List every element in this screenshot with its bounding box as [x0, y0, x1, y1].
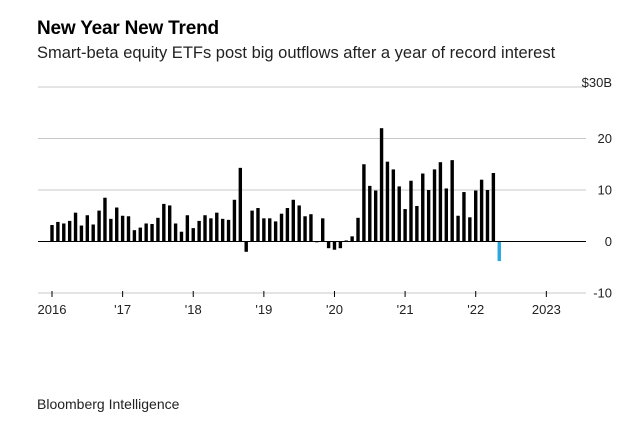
- bar: [62, 223, 66, 242]
- bar: [144, 223, 148, 242]
- bar: [97, 210, 101, 242]
- x-tick-label: '21: [397, 302, 414, 317]
- bar: [373, 190, 378, 242]
- bar: [468, 217, 472, 242]
- bar: [432, 169, 437, 242]
- x-tick-labels: 2016 '17 '18 '19 '20 '21 '22 2023: [38, 302, 561, 317]
- bar: [185, 215, 190, 242]
- bar: [309, 214, 313, 242]
- bar: [256, 208, 260, 242]
- bar: [244, 241, 248, 252]
- y-tick-label: $30B: [582, 75, 612, 90]
- bar: [462, 192, 466, 242]
- bar: [426, 190, 431, 242]
- bar: [273, 221, 278, 242]
- bar: [209, 218, 213, 242]
- bar: [238, 167, 243, 242]
- bar: [332, 241, 337, 250]
- bar: [362, 164, 366, 242]
- bar: [73, 212, 78, 242]
- bar: [67, 220, 72, 242]
- bar: [132, 230, 137, 242]
- bar-chart: $30B 20 10 0 -10 2016 '17 '18 '19 '20 '21 '22 2023: [38, 75, 612, 317]
- bar: [191, 228, 195, 242]
- bar: [156, 217, 160, 242]
- bar: [220, 218, 225, 242]
- bar: [150, 223, 154, 242]
- x-tick-label: '20: [326, 302, 343, 317]
- y-tick-label: 10: [598, 183, 612, 198]
- bar: [391, 169, 396, 242]
- chart-subtitle: Smart-beta equity ETFs post big outflows…: [37, 44, 556, 62]
- bar: [91, 224, 95, 242]
- axes: [38, 241, 586, 297]
- bar: [215, 212, 219, 242]
- x-tick-label: 2023: [532, 302, 561, 317]
- bar: [326, 241, 331, 249]
- bar: [291, 199, 295, 242]
- bar: [497, 241, 501, 262]
- y-tick-labels: $30B 20 10 0 -10: [582, 75, 612, 301]
- bar: [491, 173, 496, 242]
- grid-lines: [38, 86, 586, 294]
- bar: [403, 209, 407, 242]
- bar: [56, 221, 60, 242]
- bar: [438, 162, 443, 242]
- bar: [50, 225, 54, 242]
- bar: [321, 218, 325, 242]
- bar: [450, 160, 454, 242]
- bar: [262, 218, 266, 242]
- source-credit: Bloomberg Intelligence: [37, 396, 180, 412]
- bar: [168, 205, 172, 242]
- x-tick-label: '17: [114, 302, 131, 317]
- bar: [203, 215, 207, 242]
- bar: [338, 241, 343, 249]
- bar: [268, 218, 272, 242]
- bar: [479, 179, 484, 242]
- bar: [79, 225, 84, 242]
- bar: [126, 216, 131, 242]
- x-tick-label: 2016: [38, 302, 67, 317]
- bar: [162, 203, 166, 242]
- bar: [85, 215, 90, 242]
- bar: [285, 208, 290, 242]
- y-tick-label: -10: [593, 286, 612, 301]
- bar: [444, 188, 448, 242]
- bar: [303, 216, 307, 242]
- y-tick-label: 0: [605, 234, 612, 249]
- bar: [226, 219, 231, 242]
- x-tick-label: '22: [467, 302, 484, 317]
- bar: [179, 231, 184, 242]
- bar: [485, 190, 490, 242]
- bar: [115, 207, 119, 242]
- bar: [250, 210, 254, 242]
- bar: [474, 190, 478, 242]
- bar: [368, 185, 372, 242]
- bar: [297, 205, 301, 242]
- bar: [109, 218, 113, 242]
- bar: [421, 173, 425, 242]
- bar: [385, 161, 390, 242]
- chart-title: New Year New Trend: [37, 18, 219, 39]
- bar: [197, 220, 201, 242]
- bar: [120, 215, 125, 242]
- bar: [103, 197, 107, 242]
- bar: [344, 240, 348, 242]
- bar: [173, 223, 178, 242]
- y-tick-label: 20: [598, 131, 612, 146]
- x-tick-label: '18: [185, 302, 202, 317]
- bar: [356, 217, 360, 242]
- bar: [379, 128, 384, 242]
- bar: [138, 227, 142, 242]
- bar: [415, 205, 419, 242]
- bar: [409, 180, 413, 242]
- bar: [279, 213, 284, 242]
- bar: [456, 215, 460, 242]
- bar: [232, 199, 237, 242]
- bars: [50, 128, 501, 262]
- bar: [350, 236, 354, 242]
- x-tick-label: '19: [255, 302, 272, 317]
- bar: [397, 186, 401, 242]
